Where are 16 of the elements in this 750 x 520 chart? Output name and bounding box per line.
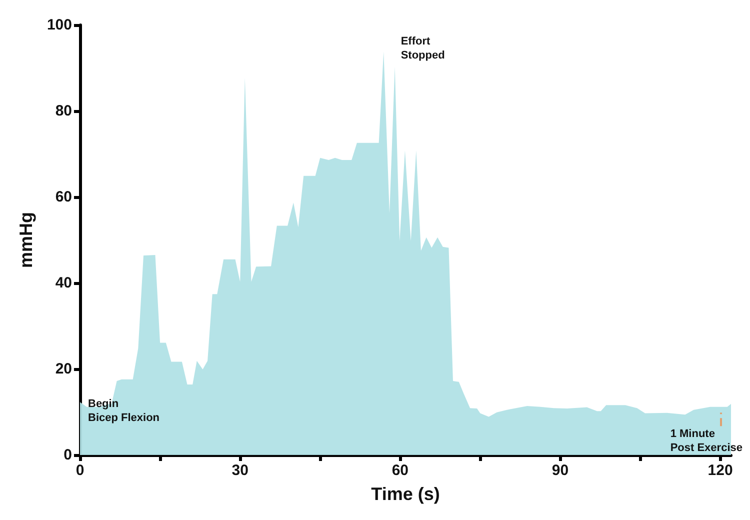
y-axis-title: mmHg [16,212,36,268]
y-tick-label: 20 [55,360,72,378]
x-tick-label: 60 [392,462,409,479]
y-tick-label: 40 [55,274,72,292]
y-tick-label: 60 [55,188,72,206]
y-tick-label: 80 [55,102,72,120]
x-tick-label: 120 [708,462,733,479]
annotation: Begin Bicep Flexion [88,398,160,424]
annotation: 1 Minute Post Exercise [670,428,742,454]
y-tick-label: 100 [46,16,72,34]
annotation: Effort Stopped [400,36,445,62]
y-tick-label: 0 [64,446,72,464]
x-tick-label: 90 [552,462,569,479]
x-axis-title: Time (s) [371,484,440,504]
x-tick-label: 0 [76,462,84,479]
x-tick-label: 30 [232,462,248,479]
